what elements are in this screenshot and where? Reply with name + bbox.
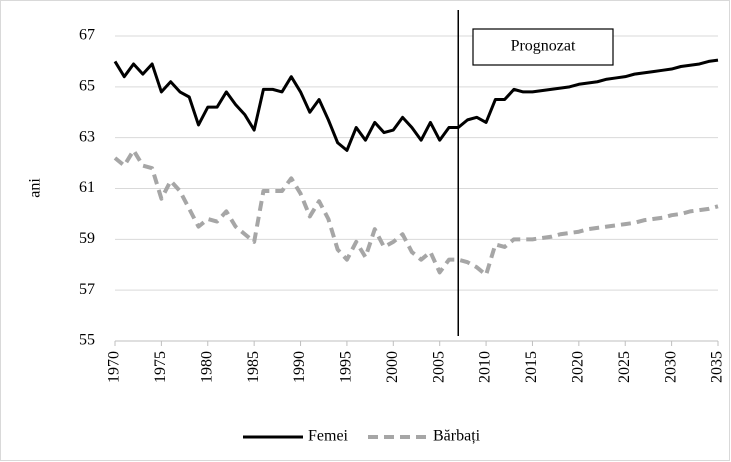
x-tick-label: 1995: [338, 351, 355, 383]
y-tick-label: 65: [79, 78, 95, 95]
x-tick-label: 1980: [198, 351, 215, 383]
x-tick-label: 2020: [570, 351, 587, 383]
x-tick-label: 2005: [430, 351, 447, 383]
legend-label: Femei: [308, 428, 349, 445]
y-tick-label: 63: [79, 128, 95, 145]
series-line: [113, 58, 719, 152]
x-tick-label: 2030: [662, 351, 679, 383]
series-line: [113, 148, 719, 277]
x-tick-label: 2035: [709, 351, 726, 383]
legend-label: Bărbați: [433, 428, 481, 445]
x-tick-label: 1985: [245, 351, 262, 383]
annotation-text: Prognozat: [511, 38, 576, 55]
y-axis-label: ani: [27, 178, 44, 198]
y-tick-label: 55: [79, 332, 95, 349]
x-tick-label: 1970: [106, 351, 123, 383]
y-tick-label: 59: [79, 230, 95, 247]
annotation-box: [472, 28, 614, 66]
x-tick-label: 2010: [477, 351, 494, 383]
y-tick-label: 61: [79, 179, 95, 196]
x-tick-label: 2000: [384, 351, 401, 383]
y-tick-label: 67: [79, 27, 95, 44]
y-tick-label: 57: [79, 281, 95, 298]
x-tick-label: 1975: [152, 351, 169, 383]
x-tick-label: 2025: [616, 351, 633, 383]
x-tick-label: 2015: [523, 351, 540, 383]
x-tick-label: 1990: [291, 351, 308, 383]
